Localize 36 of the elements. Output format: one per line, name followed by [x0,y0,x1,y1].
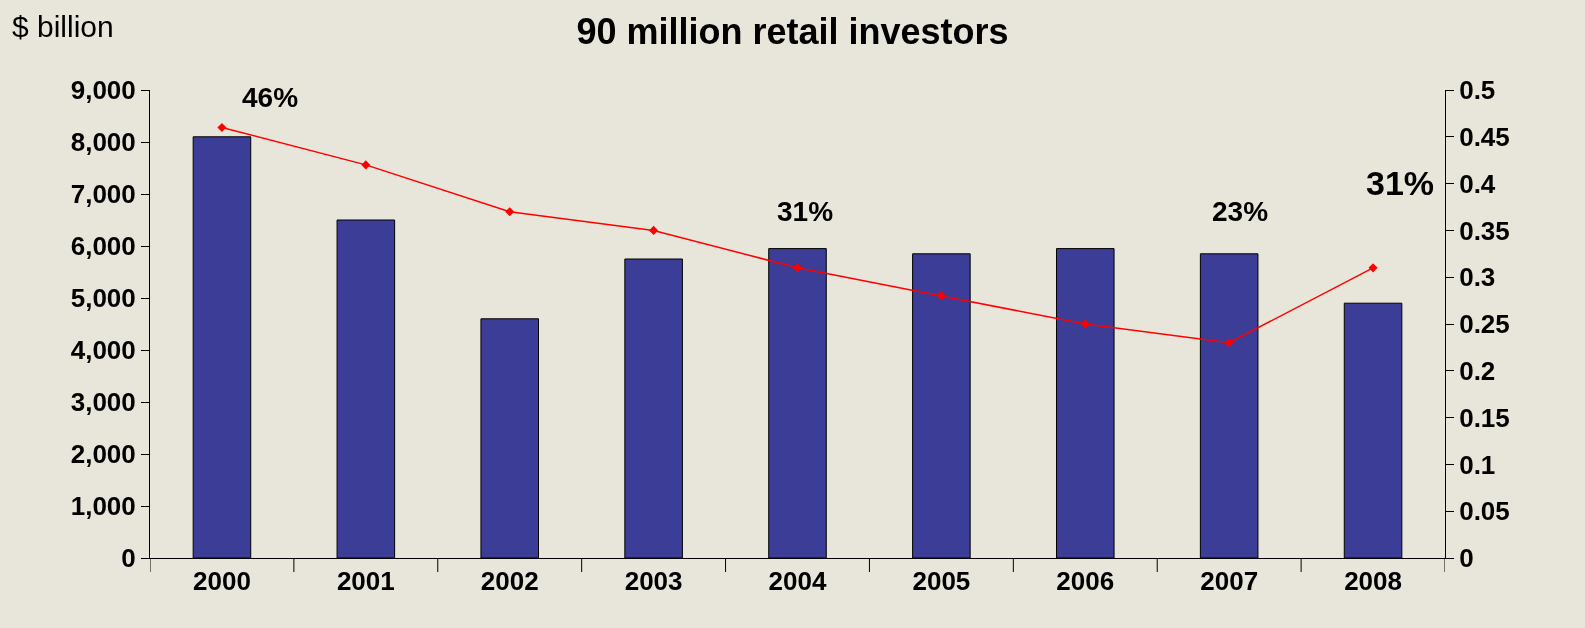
y2-tick-label: 0.15 [1459,402,1510,433]
y2-tick-label: 0.3 [1459,262,1496,293]
x-tick-label: 2004 [768,566,827,597]
annotation: 46% [242,82,299,113]
x-tick-label: 2005 [912,566,971,597]
chart-title: 90 million retail investors [576,11,1009,53]
x-tick-label: 2008 [1344,566,1402,597]
y-tick-label: 7,000 [70,179,136,210]
x-tick-label: 2006 [1056,566,1115,597]
y2-tick-label: 0.1 [1459,449,1496,480]
y2-tick-label: 0.05 [1459,496,1510,527]
y-tick-label: 9,000 [70,75,136,106]
y-tick-label: 0 [121,543,136,574]
y2-tick-label: 0.35 [1459,215,1510,246]
y-tick-label: 8,000 [70,127,136,158]
y2-tick-label: 0.45 [1459,121,1510,152]
y-tick-label: 4,000 [70,335,136,366]
y-tick-label: 6,000 [70,231,136,262]
y2-tick-label: 0.25 [1459,309,1510,340]
annotation: 23% [1212,196,1269,227]
y-axis-title: $ billion [12,10,114,43]
x-tick-label: 2003 [624,566,683,597]
x-tick-label: 2001 [336,566,395,597]
annotation: 31% [777,196,834,227]
y-tick-label: 5,000 [70,283,136,314]
x-tick-label: 2007 [1200,566,1259,597]
y2-tick-label: 0.4 [1459,168,1496,199]
y2-tick-label: 0 [1459,543,1474,574]
x-tick-label: 2002 [480,566,539,597]
x-tick-label: 2000 [193,566,251,597]
annotation: 31% [1366,164,1435,202]
y-tick-label: 3,000 [70,387,136,418]
y-tick-label: 1,000 [70,491,136,522]
y-tick-label: 2,000 [70,439,136,470]
y2-tick-label: 0.5 [1459,75,1496,106]
y2-tick-label: 0.2 [1459,355,1496,386]
